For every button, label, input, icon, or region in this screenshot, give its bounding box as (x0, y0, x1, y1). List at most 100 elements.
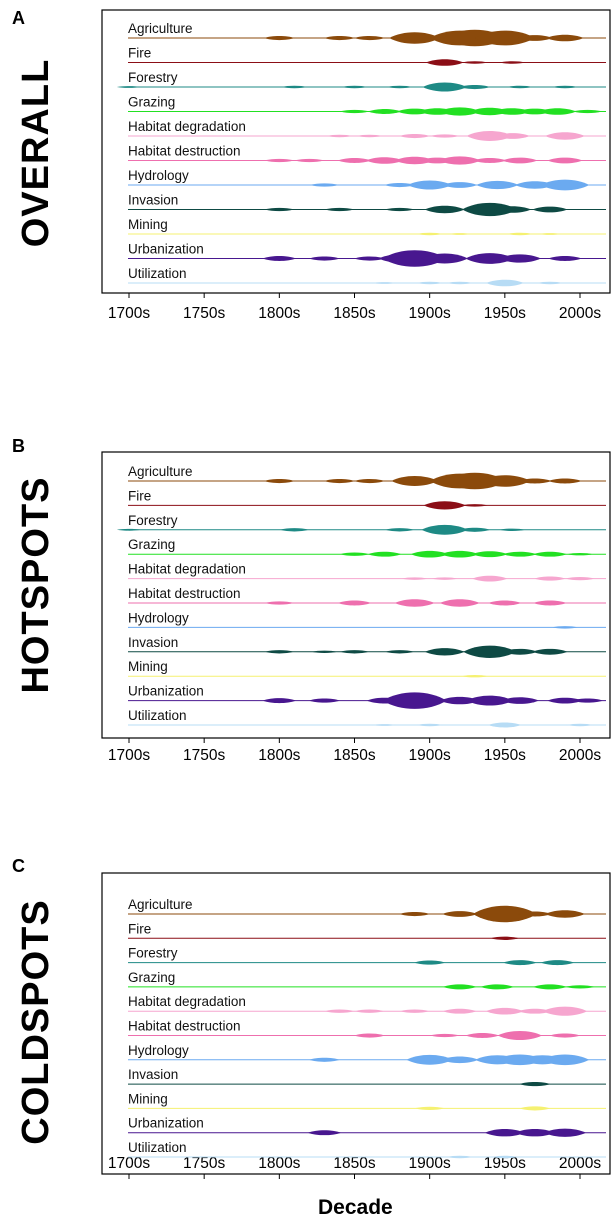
series-blob (264, 207, 294, 212)
series-blob (430, 1033, 460, 1038)
series-blob (421, 524, 468, 535)
series-blob (466, 695, 513, 706)
series-label: Invasion (128, 1067, 178, 1082)
series-row: Hydrology (128, 168, 606, 191)
series-blob (565, 576, 595, 581)
series-blob (399, 911, 431, 917)
series-blob (491, 1155, 519, 1159)
x-tick-label: 1750s (183, 747, 225, 764)
series-row: Hydrology (128, 610, 606, 629)
series-row: Fire (128, 921, 606, 940)
series-label: Hydrology (128, 610, 189, 625)
plot-frame (101, 872, 611, 1175)
series-blob (502, 157, 538, 164)
series-label: Grazing (128, 537, 175, 552)
series-row: Habitat destruction (128, 586, 606, 607)
series-blob (341, 85, 368, 89)
series-blob (542, 1006, 588, 1016)
series-blob (493, 108, 532, 115)
series-row: Invasion (128, 1067, 606, 1087)
series-blob (472, 575, 508, 582)
series-blob (503, 551, 537, 557)
series-blob (486, 1007, 524, 1015)
series-row: Habitat degradation (128, 994, 606, 1016)
series-blob (536, 281, 564, 285)
plot-frame (101, 451, 611, 739)
series-blob (442, 182, 478, 188)
series-label: Habitat destruction (128, 144, 241, 159)
series-row: Forestry (116, 513, 606, 535)
x-tick-label: 1750s (183, 1155, 225, 1172)
x-tick-label: 1950s (484, 305, 526, 322)
series-blob (308, 256, 340, 261)
x-tick-label: 1800s (258, 305, 300, 322)
series-blob (484, 1128, 525, 1137)
series-row: Mining (128, 659, 606, 678)
series-blob (389, 32, 441, 44)
series-label: Habitat degradation (128, 562, 246, 577)
series-blob (308, 698, 340, 703)
series-label: Utilization (128, 266, 187, 281)
series-row: Habitat degradation (128, 562, 606, 582)
series-blob (566, 723, 594, 727)
series-blob (406, 1054, 453, 1065)
series-blob (490, 936, 520, 940)
x-tick-label: 1700s (108, 305, 150, 322)
series-blob (422, 82, 467, 92)
series-blob (473, 158, 507, 163)
panel-letter-a: A (12, 8, 25, 28)
series-label: Hydrology (128, 168, 189, 183)
series-blob (446, 1155, 474, 1159)
series-row: Agriculture (128, 897, 606, 923)
series-label: Fire (128, 921, 151, 936)
series-row: Mining (128, 1091, 606, 1111)
series-blob (326, 134, 353, 138)
series-label: Utilization (128, 1140, 187, 1155)
series-label: Habitat degradation (128, 119, 246, 134)
series-blob (518, 478, 552, 484)
panel-letter-c: C (12, 856, 25, 876)
series-blob (431, 577, 458, 580)
series-row: Fire (128, 488, 606, 510)
series-row: Habitat destruction (128, 144, 606, 165)
series-blob (501, 697, 539, 704)
series-row: Habitat degradation (128, 119, 606, 141)
series-row: Agriculture (128, 21, 606, 47)
series-blob (407, 180, 452, 190)
series-label: Forestry (128, 946, 178, 961)
series-blob (430, 134, 460, 138)
series-blob (540, 1054, 590, 1066)
x-tick-label: 1850s (333, 747, 375, 764)
series-blob (480, 984, 514, 990)
series-blob (116, 528, 142, 531)
series-blob (493, 206, 532, 213)
series-label: Agriculture (128, 21, 193, 36)
series-blob (465, 253, 515, 264)
series-blob (355, 1009, 384, 1013)
series-blob (340, 109, 369, 114)
series-blob (367, 551, 402, 557)
series-blob (394, 156, 435, 165)
series-blob (423, 501, 466, 510)
series-blob (548, 478, 582, 484)
series-blob (549, 1033, 581, 1038)
series-blob (325, 1009, 354, 1013)
x-tick-label: 2000s (559, 747, 601, 764)
series-blob (479, 475, 531, 487)
series-row: Grazing (128, 537, 606, 558)
series-blob (517, 35, 553, 41)
series-blob (488, 722, 522, 728)
series-blob (337, 158, 372, 163)
series-blob (447, 233, 472, 235)
series-blob (459, 527, 491, 532)
series-blob (503, 960, 537, 966)
series-blob (459, 84, 491, 90)
series-label: Hydrology (128, 1043, 189, 1058)
series-blob (356, 134, 383, 138)
series-label: Agriculture (128, 897, 193, 912)
series-blob (385, 528, 414, 532)
series-row: Utilization (128, 708, 606, 728)
series-blob (532, 206, 568, 213)
series-blob (540, 960, 575, 966)
